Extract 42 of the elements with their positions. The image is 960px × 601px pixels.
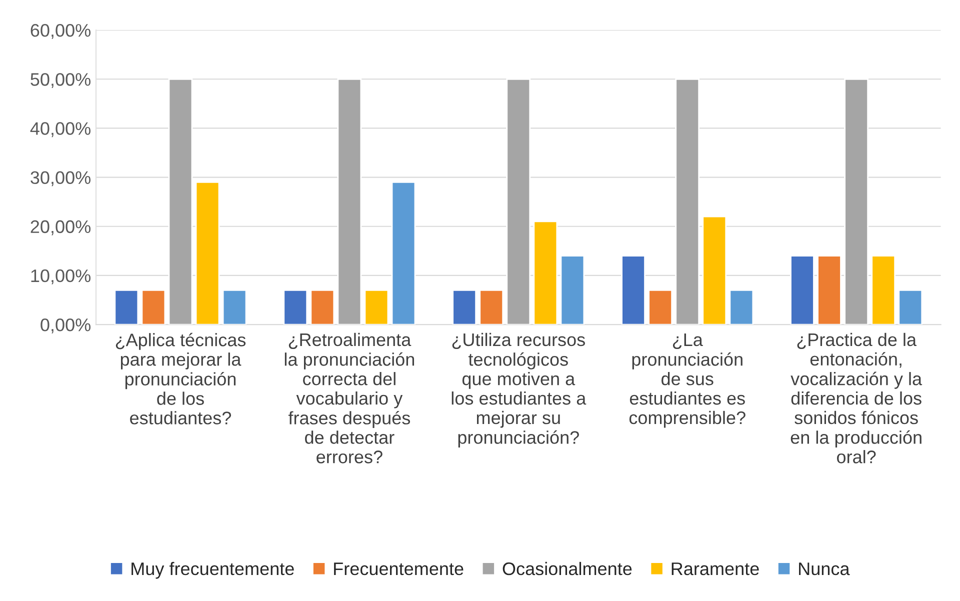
bar	[790, 255, 814, 325]
y-tick-label: 40,00%	[30, 122, 90, 138]
bar	[533, 220, 558, 325]
bar	[506, 78, 531, 325]
legend-label: Frecuentemente	[334, 562, 464, 576]
y-tick-label: 30,00%	[30, 171, 90, 186]
bar	[452, 289, 477, 325]
x-tick-label: ¿Practica de la entonación, vocalización y la diferencia de los sonidos fónicos en la producción oral?	[790, 332, 922, 464]
x-tick-label: ¿Utiliza recursos tecnológicos que motiven a los estudiantes a mejorar su pronunciación?	[452, 332, 586, 448]
y-tick-label: 10,00%	[31, 269, 90, 284]
bar	[898, 289, 923, 325]
bar	[844, 78, 869, 325]
bar	[675, 78, 700, 325]
bar	[195, 182, 220, 325]
bar	[337, 78, 362, 325]
bar	[114, 289, 139, 325]
bar	[364, 289, 389, 325]
x-tick-label: ¿La pronunciación de sus estudiantes es comprensible?	[629, 334, 746, 428]
y-tick-label: 60,00%	[30, 24, 90, 39]
bar	[621, 255, 646, 325]
y-tick-label: 50,00%	[30, 73, 90, 88]
bar	[222, 289, 247, 325]
legend-label: Muy frecuentemente	[132, 562, 294, 579]
bar	[310, 289, 335, 325]
bar	[479, 289, 504, 325]
y-tick-label: 20,00%	[30, 220, 90, 236]
legend-label: Nunca	[799, 562, 850, 576]
bar	[871, 255, 896, 325]
bar	[729, 289, 754, 325]
x-tick-label: ¿Retroalimenta la pronunciación correcta del vocabulario y frases después de detectar errores?	[284, 332, 414, 464]
bar	[283, 289, 308, 325]
x-tick-label: ¿Aplica técnicas para mejorar la pronunciación de los estudiantes?	[116, 332, 246, 424]
bar	[391, 182, 416, 325]
bar	[648, 289, 673, 325]
legend-label: Raramente	[672, 562, 759, 576]
bar	[702, 216, 727, 325]
bar	[560, 255, 585, 325]
bar	[141, 289, 166, 325]
bar	[168, 78, 193, 325]
y-tick-label: 0,00%	[40, 318, 90, 334]
legend-label: Ocasionalmente	[502, 562, 632, 576]
bar	[817, 255, 842, 325]
